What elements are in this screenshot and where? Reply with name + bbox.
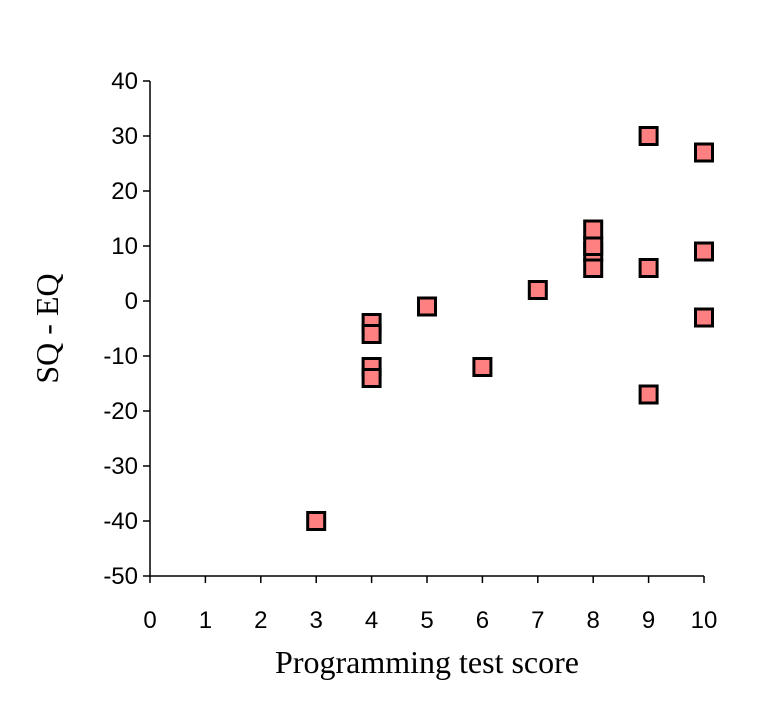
data-point [361, 324, 382, 344]
data-point [694, 307, 714, 328]
x-axis-title: Programming test score [275, 644, 579, 680]
data-point [306, 511, 327, 531]
data-point [472, 357, 493, 377]
y-tick-label: -50 [103, 563, 138, 590]
x-tick-label: 1 [199, 607, 212, 634]
data-point [638, 258, 659, 278]
y-tick-label: -30 [103, 453, 138, 480]
data-point [583, 219, 604, 240]
x-tick-label: 8 [587, 607, 600, 634]
x-ticks: 0 1 2 3 4 5 6 7 8 9 10 [143, 576, 717, 634]
x-tick-label: 2 [254, 607, 267, 634]
x-tick-label: 9 [642, 607, 655, 634]
x-tick-label: 10 [691, 607, 718, 634]
y-ticks: 40 30 20 10 0 -10 -20 -30 -40 -50 [103, 68, 150, 590]
y-tick-label: -10 [103, 343, 138, 370]
y-tick-label: 30 [111, 123, 138, 150]
data-point [361, 368, 382, 388]
axes [149, 81, 704, 577]
y-tick-label: 20 [111, 178, 138, 205]
data-point [694, 142, 714, 163]
data-point [638, 384, 659, 405]
x-tick-label: 6 [476, 607, 489, 634]
y-tick-label: -20 [103, 398, 138, 425]
data-point [417, 296, 437, 317]
y-tick-label: -40 [103, 508, 138, 535]
x-tick-label: 7 [531, 607, 544, 634]
x-tick-label: 3 [310, 607, 323, 634]
x-tick-label: 0 [143, 607, 156, 634]
y-tick-label: 10 [111, 233, 138, 260]
x-tick-label: 5 [420, 607, 433, 634]
y-tick-label: 40 [111, 68, 138, 95]
data-point [694, 241, 714, 262]
data-point [638, 126, 659, 146]
data-points [306, 126, 714, 531]
data-point [583, 236, 604, 256]
x-tick-label: 4 [365, 607, 378, 634]
data-point [583, 258, 604, 278]
y-axis-title: SQ - EQ [29, 273, 65, 383]
y-tick-label: 0 [125, 288, 138, 315]
data-point [527, 280, 548, 300]
